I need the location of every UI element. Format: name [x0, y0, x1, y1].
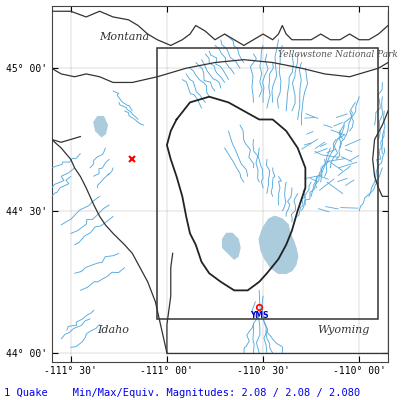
Bar	[157, 48, 378, 319]
Text: Wyoming: Wyoming	[317, 325, 369, 335]
Text: YMS: YMS	[249, 311, 268, 320]
Text: Montana: Montana	[99, 32, 149, 42]
Polygon shape	[94, 117, 107, 136]
Text: 1 Quake    Min/Max/Equiv. Magnitudes: 2.08 / 2.08 / 2.080: 1 Quake Min/Max/Equiv. Magnitudes: 2.08 …	[4, 388, 360, 398]
Polygon shape	[222, 234, 239, 259]
Polygon shape	[258, 216, 297, 273]
Text: Yellowstone National Park: Yellowstone National Park	[278, 50, 398, 59]
Text: Idaho: Idaho	[97, 325, 129, 335]
